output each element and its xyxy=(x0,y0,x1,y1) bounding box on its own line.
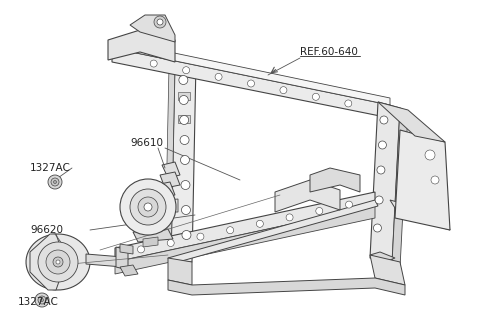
Circle shape xyxy=(280,87,287,94)
Circle shape xyxy=(425,150,435,160)
Circle shape xyxy=(312,93,319,100)
Circle shape xyxy=(179,76,188,84)
Polygon shape xyxy=(115,206,375,274)
Polygon shape xyxy=(310,168,360,192)
Circle shape xyxy=(150,60,157,67)
Circle shape xyxy=(180,156,190,164)
Circle shape xyxy=(180,135,189,145)
Circle shape xyxy=(227,227,234,234)
Circle shape xyxy=(144,203,152,211)
Polygon shape xyxy=(370,255,405,285)
Polygon shape xyxy=(165,62,175,262)
Circle shape xyxy=(35,293,49,307)
Circle shape xyxy=(373,224,382,232)
Circle shape xyxy=(138,197,158,217)
Circle shape xyxy=(182,231,191,239)
Circle shape xyxy=(181,181,190,190)
Circle shape xyxy=(51,178,59,186)
Text: 96610: 96610 xyxy=(130,138,163,148)
Circle shape xyxy=(346,201,352,208)
Circle shape xyxy=(53,257,63,267)
Circle shape xyxy=(248,80,254,87)
Polygon shape xyxy=(378,102,445,142)
Circle shape xyxy=(197,233,204,240)
Polygon shape xyxy=(116,247,128,270)
Polygon shape xyxy=(115,192,375,262)
Circle shape xyxy=(130,189,166,225)
Polygon shape xyxy=(155,182,175,198)
Polygon shape xyxy=(120,265,138,276)
Polygon shape xyxy=(168,258,192,285)
Circle shape xyxy=(167,239,174,247)
Polygon shape xyxy=(168,278,405,295)
Polygon shape xyxy=(171,62,196,262)
Circle shape xyxy=(38,296,46,304)
Polygon shape xyxy=(133,229,173,242)
Circle shape xyxy=(157,19,163,25)
Circle shape xyxy=(316,208,323,215)
Polygon shape xyxy=(120,244,133,254)
Circle shape xyxy=(38,242,78,282)
Polygon shape xyxy=(143,237,158,247)
Circle shape xyxy=(46,250,70,274)
Circle shape xyxy=(154,16,166,28)
Text: 1327AC: 1327AC xyxy=(30,163,71,173)
Text: 1327AC: 1327AC xyxy=(18,297,59,307)
Polygon shape xyxy=(275,180,340,212)
Circle shape xyxy=(286,214,293,221)
Circle shape xyxy=(181,205,191,215)
Polygon shape xyxy=(112,48,390,118)
Circle shape xyxy=(431,176,439,184)
Circle shape xyxy=(380,116,388,124)
Circle shape xyxy=(180,115,189,125)
Polygon shape xyxy=(390,200,450,230)
Circle shape xyxy=(182,67,190,74)
Circle shape xyxy=(120,179,176,235)
Circle shape xyxy=(53,181,57,183)
Polygon shape xyxy=(30,234,63,290)
Text: REF.60-640: REF.60-640 xyxy=(300,47,358,57)
Text: 96620: 96620 xyxy=(30,225,63,235)
Polygon shape xyxy=(392,108,408,268)
Polygon shape xyxy=(130,15,175,42)
Circle shape xyxy=(137,246,144,253)
Polygon shape xyxy=(168,200,378,264)
Polygon shape xyxy=(370,252,395,262)
Circle shape xyxy=(56,260,60,264)
Polygon shape xyxy=(26,234,90,290)
Polygon shape xyxy=(178,92,190,100)
Circle shape xyxy=(256,220,264,227)
Circle shape xyxy=(378,141,386,149)
Polygon shape xyxy=(112,40,390,105)
Polygon shape xyxy=(160,172,180,188)
Polygon shape xyxy=(148,199,178,212)
Polygon shape xyxy=(162,162,180,178)
Circle shape xyxy=(215,73,222,80)
Polygon shape xyxy=(86,254,123,267)
Polygon shape xyxy=(395,130,450,230)
Polygon shape xyxy=(370,102,400,264)
Circle shape xyxy=(375,196,383,204)
Polygon shape xyxy=(178,115,190,123)
Circle shape xyxy=(48,175,62,189)
Polygon shape xyxy=(108,30,175,62)
Circle shape xyxy=(179,95,188,105)
Circle shape xyxy=(345,100,352,107)
Circle shape xyxy=(40,299,44,301)
Circle shape xyxy=(377,166,385,174)
